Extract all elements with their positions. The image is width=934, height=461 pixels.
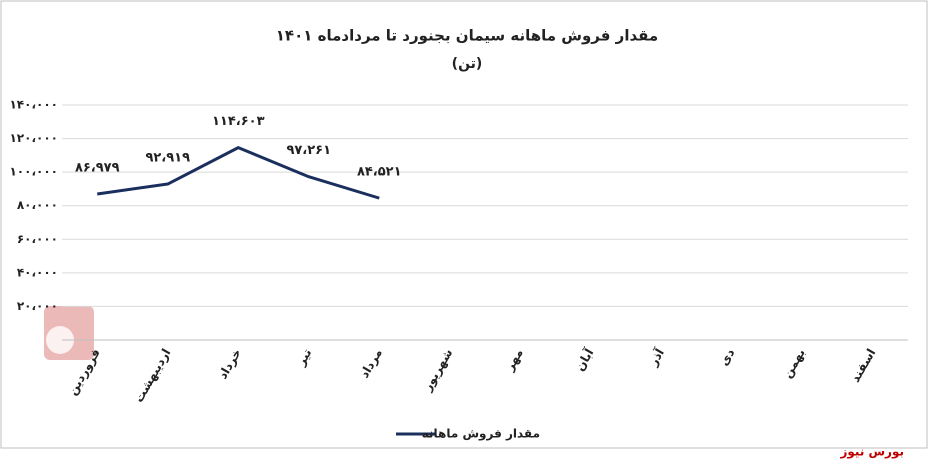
data-label: ۱۱۴،۶۰۳ xyxy=(212,114,265,129)
y-tick-label: ۴۰،۰۰۰ xyxy=(17,265,58,279)
logo xyxy=(44,306,94,360)
chart-subtitle: (تن) xyxy=(452,56,483,72)
y-tick-label: ۲۰،۰۰۰ xyxy=(17,299,58,313)
y-tick-label: ۱۰۰،۰۰۰ xyxy=(9,165,58,179)
y-tick-label: ۱۴۰،۰۰۰ xyxy=(9,98,58,112)
chart-title: مقدار فروش ماهانه سیمان بجنورد تا مردادم… xyxy=(276,27,658,45)
data-label: ۹۲،۹۱۹ xyxy=(145,151,190,166)
data-label: ۹۷،۲۶۱ xyxy=(286,143,331,158)
data-label: ۸۶،۹۷۹ xyxy=(75,160,120,175)
data-label: ۸۴،۵۲۱ xyxy=(357,165,402,180)
chart-frame xyxy=(0,0,928,449)
legend-label: مقدار فروش ماهانه xyxy=(422,427,540,442)
y-tick-label: ۱۲۰،۰۰۰ xyxy=(9,131,58,145)
y-tick-label: ۸۰،۰۰۰ xyxy=(17,198,58,212)
source: بورس نیوز xyxy=(839,445,904,460)
y-tick-label: ۶۰،۰۰۰ xyxy=(17,232,58,246)
series-line xyxy=(97,146,380,200)
